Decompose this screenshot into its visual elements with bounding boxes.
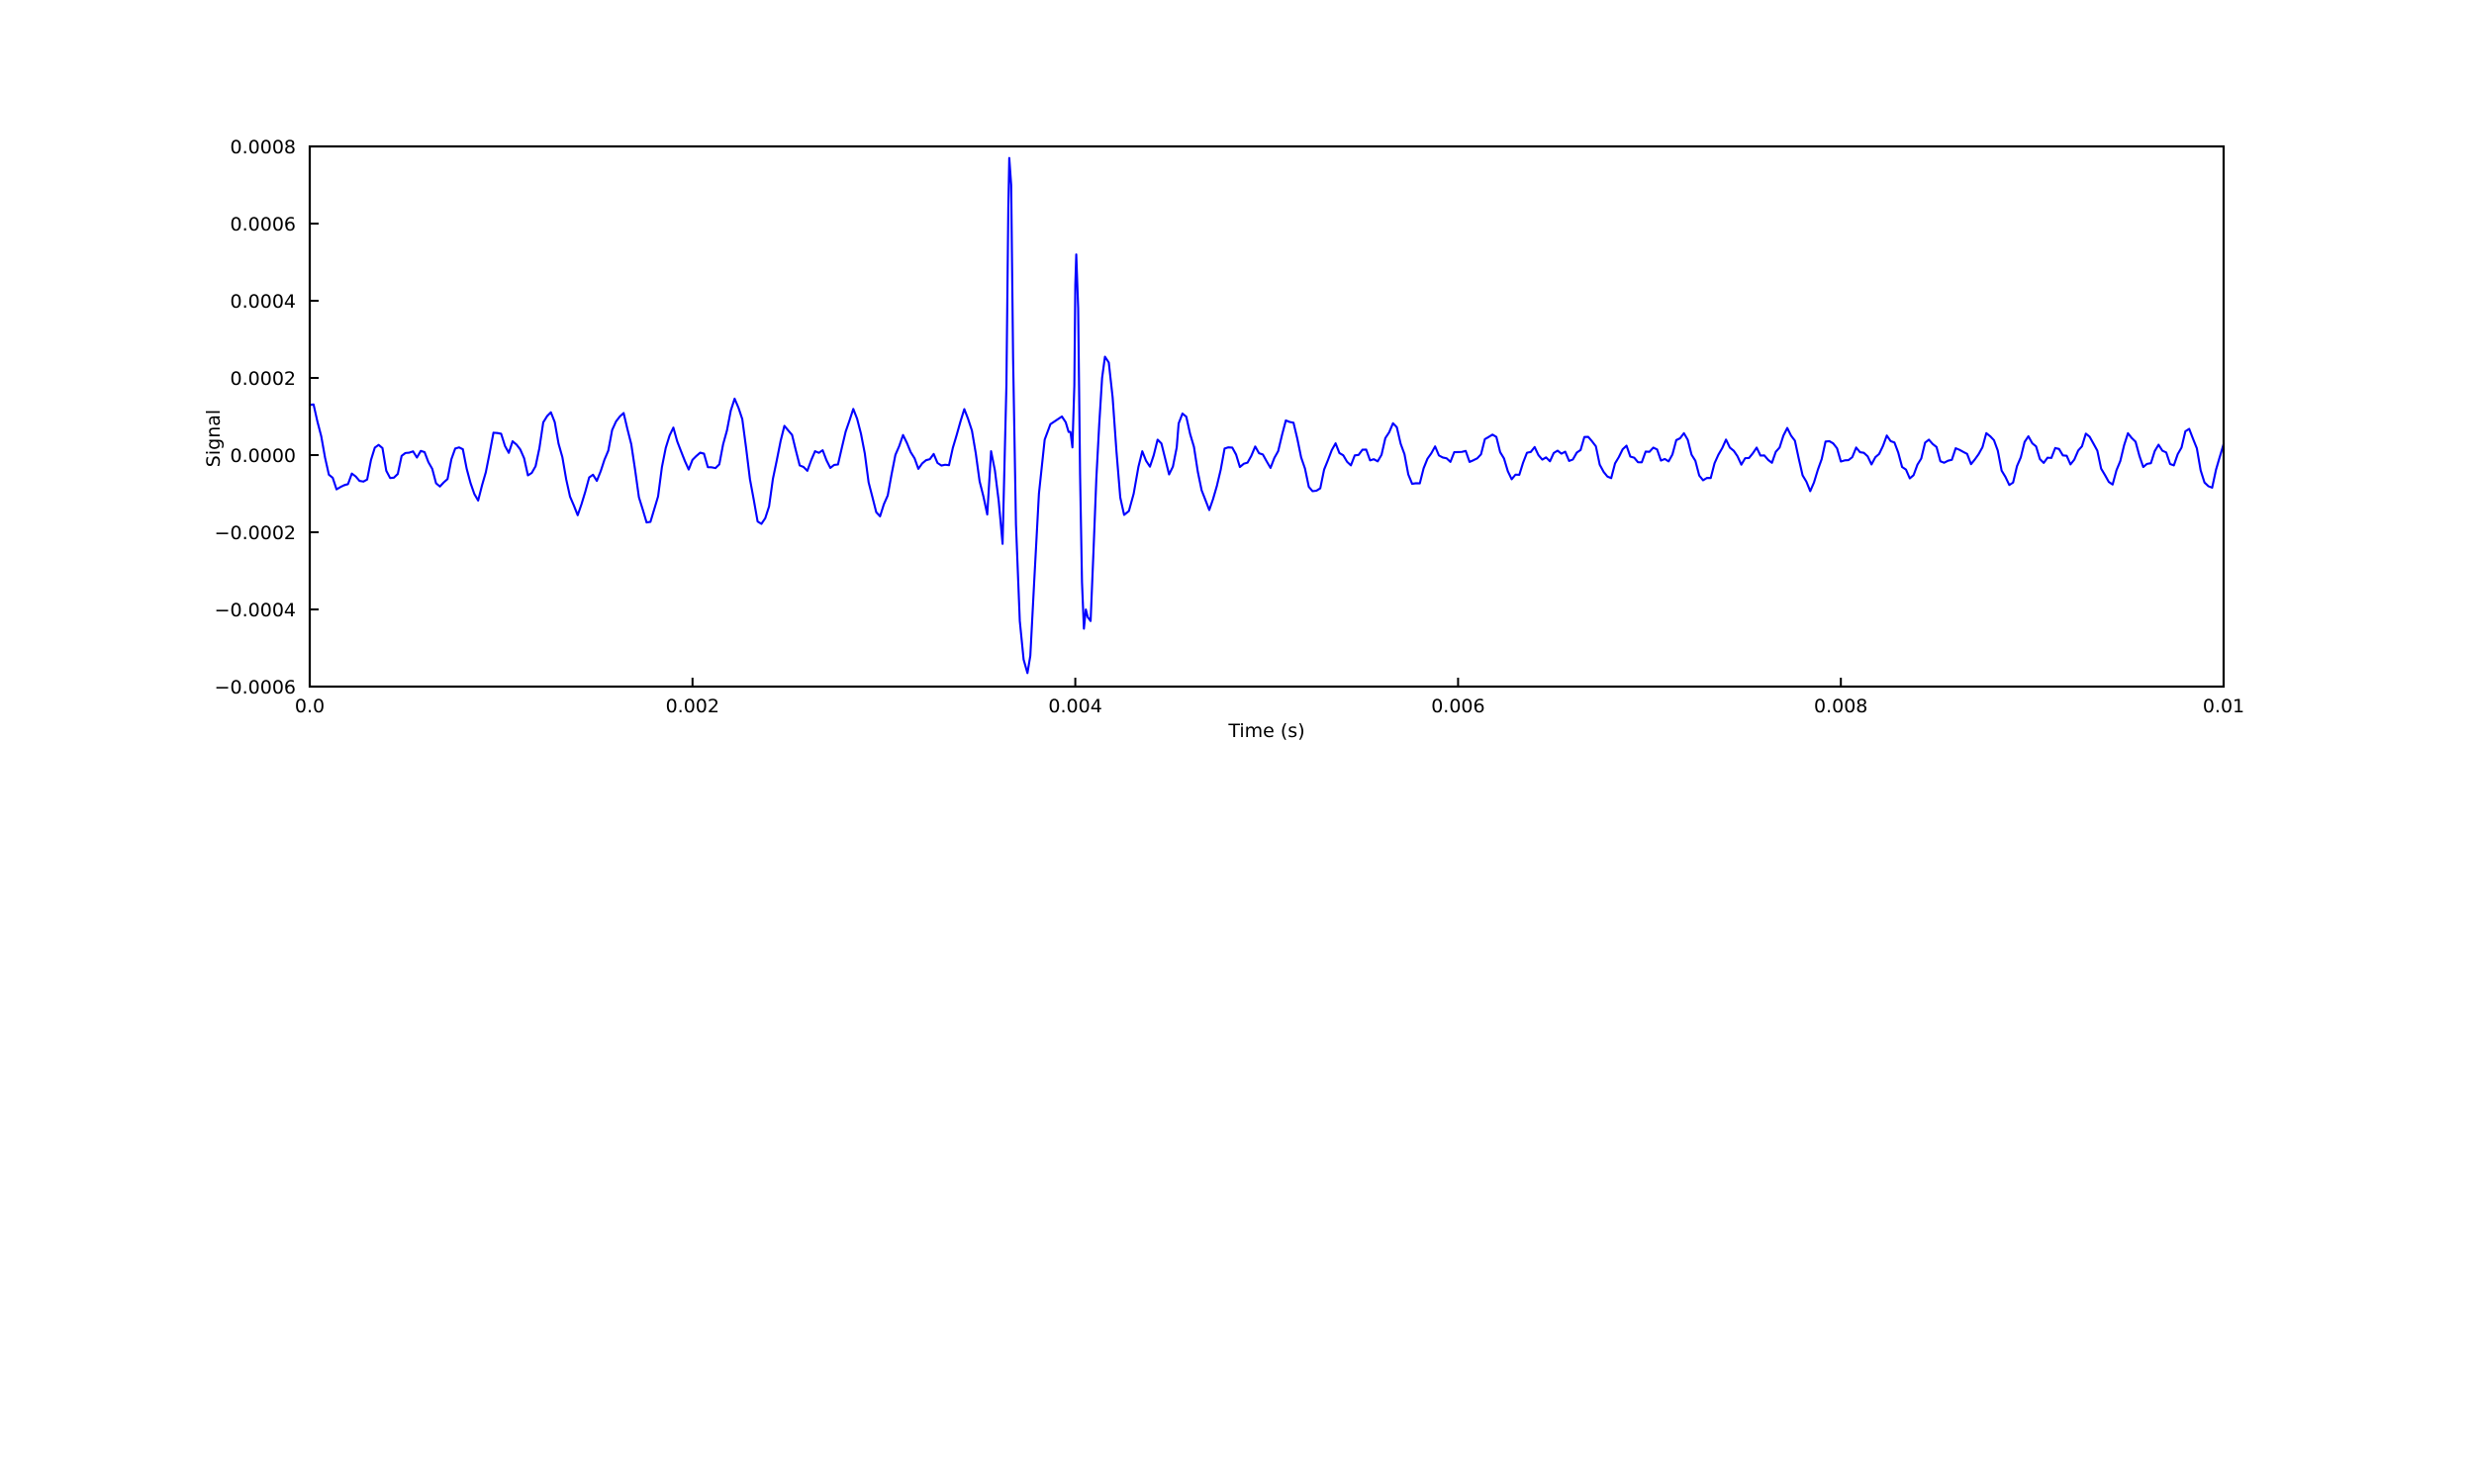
y-tick-label: 0.0004 <box>231 291 296 313</box>
x-tick-label: 0.002 <box>666 696 719 717</box>
axes-frame <box>308 144 2226 689</box>
y-tick-label: 0.0002 <box>231 368 296 390</box>
x-axis-label: Time (s) <box>1227 720 1304 742</box>
y-tick-label: 0.0008 <box>231 137 296 158</box>
x-tick-label: 0.0 <box>295 696 325 717</box>
x-axis-ticks: 0.0 0.002 0.004 0.006 0.008 0.01 <box>295 678 2244 717</box>
y-tick-label: −0.0004 <box>215 600 296 621</box>
y-axis-ticks: −0.0006 −0.0004 −0.0002 0.0000 0.0002 0.0004 0… <box>215 137 319 698</box>
x-tick-label: 0.006 <box>1431 696 1484 717</box>
signal-line <box>308 156 2226 675</box>
y-tick-label: 0.0006 <box>231 214 296 235</box>
x-tick-label: 0.01 <box>2203 696 2244 717</box>
y-tick-label: 0.0000 <box>231 445 296 467</box>
y-tick-label: −0.0006 <box>215 677 296 698</box>
y-axis-label: Signal <box>203 410 225 467</box>
x-tick-label: 0.004 <box>1048 696 1101 717</box>
x-tick-label: 0.008 <box>1814 696 1867 717</box>
y-tick-label: −0.0002 <box>215 522 296 544</box>
axes-background <box>310 146 2224 687</box>
